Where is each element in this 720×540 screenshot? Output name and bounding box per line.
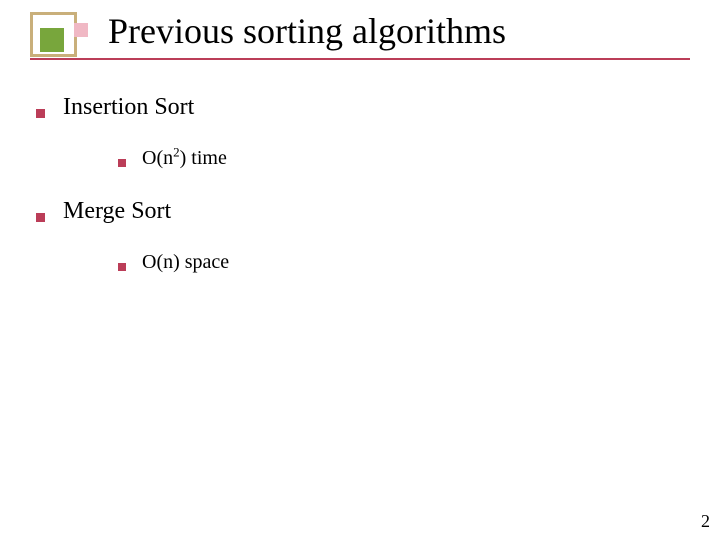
bullet-rect [118, 263, 126, 271]
square-bullet-icon [118, 263, 126, 271]
bullet-level2: O(n) space [118, 251, 229, 274]
bullet-level1-text: Insertion Sort [63, 94, 194, 121]
title-decor-green-square-icon [40, 28, 64, 52]
text-pre: O(n) space [142, 251, 229, 273]
square-bullet-icon [118, 159, 126, 167]
title-decor-pink-square-icon [74, 23, 88, 37]
slide-title: Previous sorting algorithms [108, 10, 506, 52]
bullet-level2-text: O(n2) time [142, 147, 227, 170]
bullet-level2: O(n2) time [118, 147, 229, 170]
square-bullet-icon [36, 109, 45, 118]
sub-bullet-group: O(n) space [118, 251, 229, 274]
bullet-rect [36, 213, 45, 222]
square-bullet-icon [36, 213, 45, 222]
bullet-level2-text: O(n) space [142, 251, 229, 274]
content-area: Insertion Sort O(n2) time Merge Sort O(n… [36, 94, 229, 302]
page-number: 2 [701, 511, 710, 532]
title-underline-icon [30, 58, 690, 60]
bullet-rect [36, 109, 45, 118]
bullet-level1: Merge Sort [36, 198, 229, 225]
text-pre: O(n [142, 147, 173, 169]
sub-bullet-group: O(n2) time [118, 147, 229, 170]
bullet-level1: Insertion Sort [36, 94, 229, 121]
bullet-rect [118, 159, 126, 167]
decor-rect [40, 28, 64, 52]
decor-rect [74, 23, 88, 37]
text-post: ) time [180, 147, 227, 169]
bullet-level1-text: Merge Sort [63, 198, 171, 225]
slide: Previous sorting algorithms Insertion So… [0, 0, 720, 540]
title-area: Previous sorting algorithms [0, 0, 720, 70]
